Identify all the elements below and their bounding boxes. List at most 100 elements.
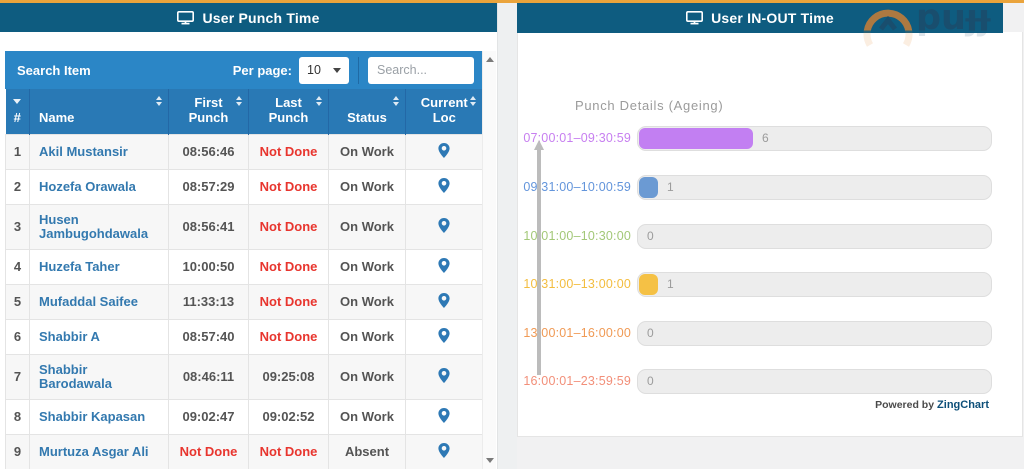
monitor-icon — [177, 10, 195, 25]
map-pin-icon[interactable] — [438, 218, 450, 233]
column-header-last-punch[interactable]: Last Punch — [248, 89, 329, 135]
column-header-first-punch[interactable]: First Punch — [168, 89, 249, 135]
map-pin-icon[interactable] — [438, 408, 450, 423]
chart-bar[interactable] — [639, 177, 658, 198]
map-pin-icon[interactable] — [438, 368, 450, 383]
status-cell: On Work — [328, 204, 406, 250]
column-header-current-loc[interactable]: Current Loc — [405, 89, 483, 135]
punch-table-card: Search Item Per page: 10 # Name — [5, 51, 496, 469]
name-link[interactable]: Husen Jambugohdawala — [39, 212, 149, 241]
chart-row: 10:31:00–13:00:00 1 — [518, 272, 1022, 297]
first-punch-cell: 08:56:41 — [168, 204, 249, 250]
table-row: 9 Murtuza Asgar Ali Not Done Not Done Absent — [5, 434, 483, 469]
zingchart-credit: Powered by ZingChart — [875, 399, 989, 411]
row-number-cell: 4 — [5, 249, 30, 285]
status-cell: On Work — [328, 249, 406, 285]
map-pin-icon[interactable] — [438, 293, 450, 308]
chart-category-label: 10:01:00–10:30:00 — [523, 229, 631, 243]
scroll-down-arrow-icon[interactable] — [486, 458, 494, 463]
toolbar-divider — [358, 56, 359, 84]
status-cell: On Work — [328, 284, 406, 320]
last-punch-cell: Not Done — [248, 134, 329, 170]
column-header-name[interactable]: Name — [29, 89, 169, 135]
row-number-cell: 9 — [5, 434, 30, 469]
column-header-status[interactable]: Status — [328, 89, 406, 135]
name-cell: Mufaddal Saifee — [29, 284, 169, 320]
chart-row: 16:00:01–23:59:59 0 — [518, 369, 1022, 394]
last-punch-cell: Not Done — [248, 434, 329, 469]
first-punch-cell: 11:33:13 — [168, 284, 249, 320]
row-number-cell: 3 — [5, 204, 30, 250]
sort-arrows-icon — [154, 96, 163, 106]
name-cell: Akil Mustansir — [29, 134, 169, 170]
last-punch-cell: Not Done — [248, 249, 329, 285]
table-row: 3 Husen Jambugohdawala 08:56:41 Not Done On … — [5, 204, 483, 250]
name-link[interactable]: Shabbir Kapasan — [39, 409, 146, 424]
name-link[interactable]: Shabbir Barodawala — [39, 362, 112, 391]
left-panel-title: User Punch Time — [202, 9, 320, 26]
sort-arrows-icon — [469, 96, 478, 106]
name-link[interactable]: Shabbir A — [39, 329, 100, 344]
chart-value-label: 6 — [762, 131, 769, 145]
map-pin-icon[interactable] — [438, 443, 450, 458]
chart-bar-track: 0 — [637, 369, 992, 394]
chevron-down-icon — [333, 67, 341, 73]
punch-table: # Name First Punch Last Punch — [5, 89, 483, 469]
chart-bar[interactable] — [639, 128, 753, 149]
per-page-select[interactable]: 10 — [299, 56, 349, 84]
location-cell — [405, 169, 483, 205]
chart-row: 13:00:01–16:00:00 0 — [518, 321, 1022, 346]
name-link[interactable]: Murtuza Asgar Ali — [39, 444, 149, 459]
chart-bar[interactable] — [639, 274, 658, 295]
location-cell — [405, 249, 483, 285]
column-header-number[interactable]: # — [5, 89, 30, 135]
credit-brand: ZingChart — [937, 399, 989, 411]
name-link[interactable]: Hozefa Orawala — [39, 179, 136, 194]
table-row: 4 Huzefa Taher 10:00:50 Not Done On Work — [5, 249, 483, 285]
table-scrollbar[interactable] — [482, 51, 496, 469]
chart-bar-track: 1 — [637, 272, 992, 297]
per-page-label: Per page: — [232, 62, 292, 78]
first-punch-cell: 08:57:29 — [168, 169, 249, 205]
credit-prefix: Powered by — [875, 399, 935, 411]
left-panel-header: User Punch Time — [0, 3, 497, 32]
name-cell: Shabbir Barodawala — [29, 354, 169, 400]
top-accent-bar — [0, 0, 1024, 3]
sort-arrows-icon — [314, 96, 323, 106]
location-cell — [405, 399, 483, 435]
table-header-row: # Name First Punch Last Punch — [5, 89, 483, 135]
name-cell: Hozefa Orawala — [29, 169, 169, 205]
name-link[interactable]: Huzefa Taher — [39, 259, 120, 274]
row-number-cell: 1 — [5, 134, 30, 170]
table-row: 2 Hozefa Orawala 08:57:29 Not Done On Work — [5, 169, 483, 205]
first-punch-cell: 08:56:46 — [168, 134, 249, 170]
location-cell — [405, 354, 483, 400]
name-link[interactable]: Akil Mustansir — [39, 144, 128, 159]
chart-row: 10:01:00–10:30:00 0 — [518, 224, 1022, 249]
map-pin-icon[interactable] — [438, 328, 450, 343]
chart-value-label: 0 — [647, 326, 654, 340]
scroll-up-arrow-icon[interactable] — [486, 57, 494, 62]
sort-caret-icon — [13, 99, 22, 104]
chart-row: 09:31:00–10:00:59 1 — [518, 175, 1022, 200]
first-punch-cell: 08:46:11 — [168, 354, 249, 400]
chart-row: 07:00:01–09:30:59 6 — [518, 126, 1022, 151]
chart-category-label: 07:00:01–09:30:59 — [523, 131, 631, 145]
map-pin-icon[interactable] — [438, 258, 450, 273]
map-pin-icon[interactable] — [438, 143, 450, 158]
name-link[interactable]: Mufaddal Saifee — [39, 294, 138, 309]
monitor-icon — [686, 11, 704, 25]
name-cell: Shabbir A — [29, 319, 169, 355]
status-cell: On Work — [328, 319, 406, 355]
right-panel-title: User IN-OUT Time — [711, 10, 834, 26]
name-cell: Shabbir Kapasan — [29, 399, 169, 435]
first-punch-cell: 08:57:40 — [168, 319, 249, 355]
chart-bar-track: 0 — [637, 321, 992, 346]
location-cell — [405, 134, 483, 170]
search-input[interactable] — [368, 56, 474, 84]
map-pin-icon[interactable] — [438, 178, 450, 193]
name-cell: Husen Jambugohdawala — [29, 204, 169, 250]
search-item-label: Search Item — [17, 62, 91, 78]
last-punch-cell: 09:02:52 — [248, 399, 329, 435]
